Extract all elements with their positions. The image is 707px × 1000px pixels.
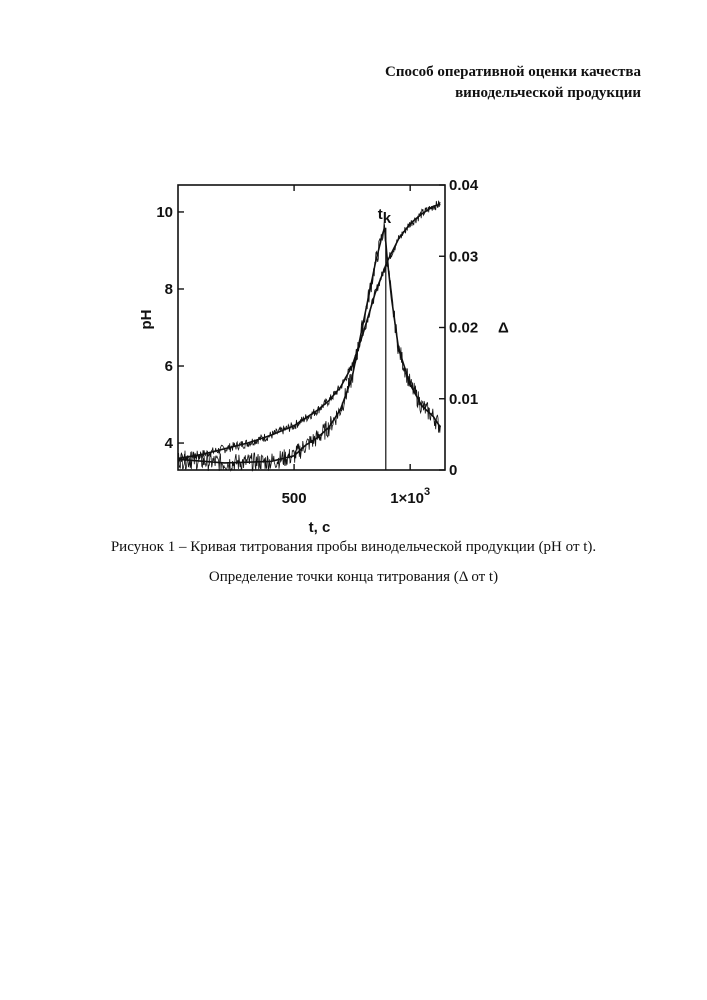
- axis-titles: t, c pH Δ: [138, 310, 509, 537]
- x-tick-label: 1×103: [390, 486, 430, 507]
- figure-caption-line-2: Определение точки конца титрования (Δ от…: [0, 569, 707, 586]
- series-line-1: [178, 204, 440, 458]
- figure-caption-line-1: Рисунок 1 – Кривая титрования пробы вино…: [0, 539, 707, 556]
- tk-label: tk: [378, 206, 392, 227]
- y-right-tick-label: 0.01: [449, 391, 478, 408]
- y-left-tick-label: 8: [165, 281, 173, 298]
- y-right-tick-label: 0: [449, 462, 457, 479]
- y-left-tick-label: 6: [165, 358, 173, 375]
- titration-chart: 500 1×103 4 6 8 10 0 0.01 0.02 0.03 0.04 tk t, c…: [0, 0, 707, 560]
- x-ticks: 500 1×103: [282, 185, 431, 507]
- y-right-tick-label: 0.04: [449, 177, 479, 194]
- y-left-tick-label: 10: [156, 204, 173, 221]
- series-noisy-2: [178, 223, 440, 472]
- series-line-2: [178, 228, 440, 463]
- series-group: [178, 201, 440, 472]
- y-right-tick-label: 0.02: [449, 320, 478, 337]
- y-left-axis-title: pH: [138, 310, 155, 330]
- series-noisy-1: [178, 201, 440, 462]
- x-tick-label: 500: [282, 490, 307, 507]
- y-right-axis-title: Δ: [498, 320, 509, 337]
- y-left-ticks: 4 6 8 10: [156, 204, 184, 452]
- x-axis-title: t, c: [309, 519, 331, 536]
- y-left-tick-label: 4: [165, 435, 174, 452]
- y-right-tick-label: 0.03: [449, 248, 478, 265]
